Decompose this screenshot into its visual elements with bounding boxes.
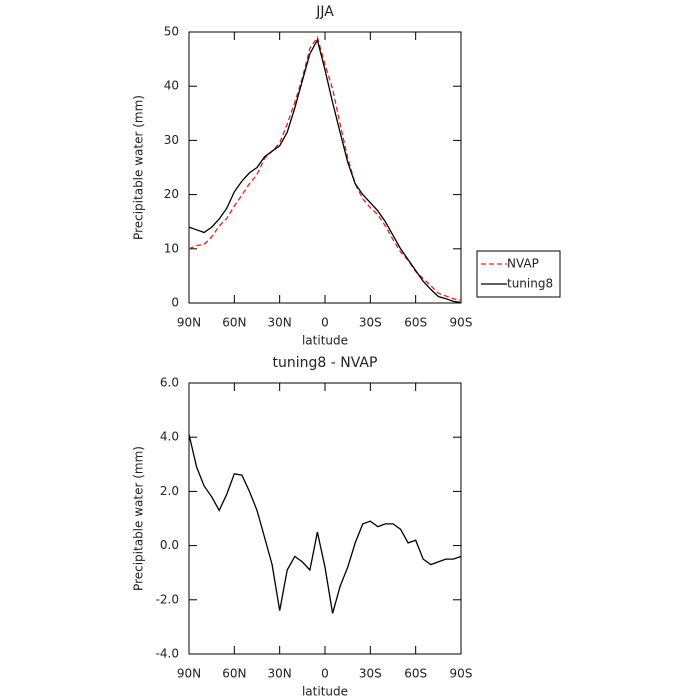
x-tick-label: 60S bbox=[404, 667, 427, 681]
y-tick-label: 4.0 bbox=[160, 430, 179, 444]
legend-label: NVAP bbox=[507, 257, 539, 271]
y-tick-label: 20 bbox=[164, 187, 179, 201]
x-tick-label: 90N bbox=[177, 316, 201, 330]
x-tick-label: 60S bbox=[404, 316, 427, 330]
y-tick-label: -4.0 bbox=[156, 647, 179, 661]
y-tick-label: 0.0 bbox=[160, 538, 179, 552]
y-tick-label: 2.0 bbox=[160, 484, 179, 498]
y-tick-label: 6.0 bbox=[160, 376, 179, 390]
series-line bbox=[188, 35, 462, 301]
x-tick-label: 30N bbox=[268, 316, 292, 330]
y-tick-label: 0 bbox=[171, 296, 179, 310]
x-tick-label: 0 bbox=[321, 316, 329, 330]
x-tick-label: 90S bbox=[450, 316, 473, 330]
chart-title: tuning8 - NVAP bbox=[273, 355, 378, 371]
series-line bbox=[188, 38, 462, 304]
x-tick-label: 90S bbox=[450, 667, 473, 681]
y-tick-label: 40 bbox=[164, 79, 179, 93]
legend-label: tuning8 bbox=[507, 277, 553, 291]
x-tick-label: 30S bbox=[359, 667, 382, 681]
x-tick-label: 60N bbox=[222, 316, 246, 330]
y-tick-label: 50 bbox=[164, 25, 179, 39]
x-tick-label: 60N bbox=[222, 667, 246, 681]
x-tick-label: 30N bbox=[268, 667, 292, 681]
x-axis-label: latitude bbox=[302, 685, 348, 699]
y-tick-label: 30 bbox=[164, 133, 179, 147]
chart-title: JJA bbox=[315, 4, 334, 20]
legend: NVAP tuning8 bbox=[476, 250, 561, 298]
x-tick-label: 0 bbox=[321, 667, 329, 681]
x-tick-label: 30S bbox=[359, 316, 382, 330]
legend-box bbox=[476, 250, 561, 298]
plot-frame bbox=[188, 382, 462, 655]
x-tick-label: 90N bbox=[177, 667, 201, 681]
x-axis-label: latitude bbox=[302, 334, 348, 348]
series-line bbox=[188, 434, 462, 614]
y-axis-label: Precipitable water (mm) bbox=[132, 95, 146, 240]
y-tick-label: -2.0 bbox=[156, 592, 179, 606]
y-axis-label: Precipitable water (mm) bbox=[132, 446, 146, 591]
y-tick-label: 10 bbox=[164, 241, 179, 255]
